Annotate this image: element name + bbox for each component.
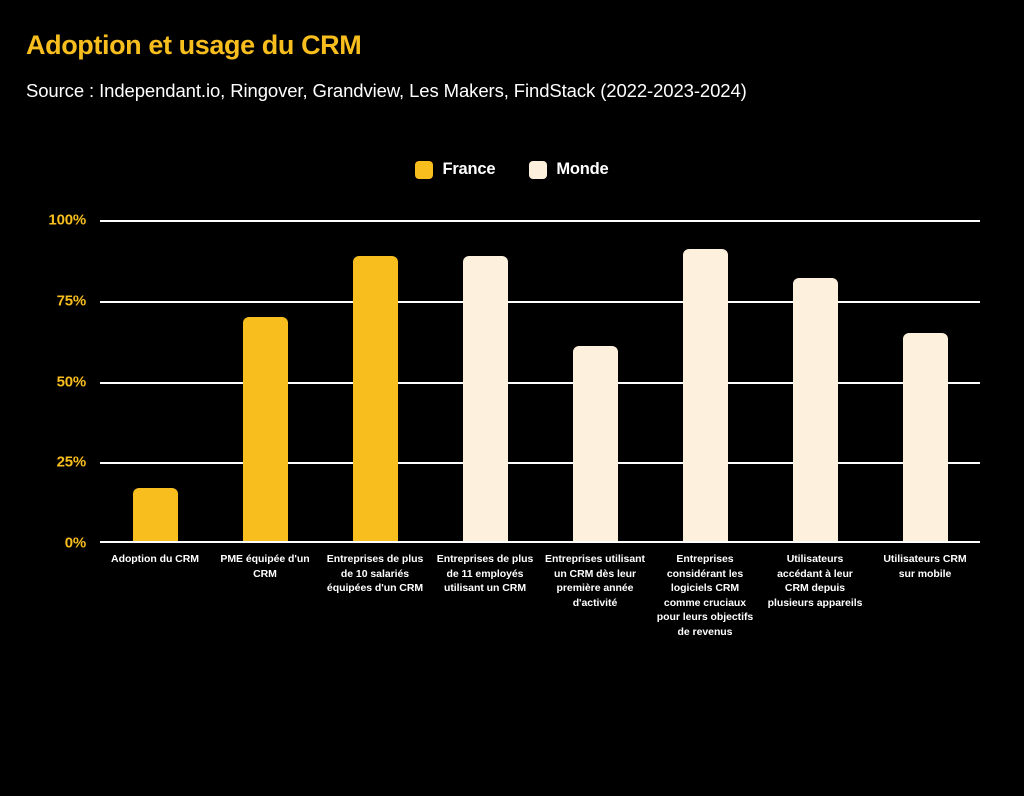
y-axis-labels: 0% 25% 50% 75% 100% xyxy=(0,212,87,552)
gridline xyxy=(100,381,980,384)
bar[interactable] xyxy=(792,278,838,543)
bar[interactable] xyxy=(682,249,728,543)
x-axis-category-label: Adoption du CRM xyxy=(111,553,199,565)
bar[interactable] xyxy=(242,316,288,543)
x-axis-category-label: PME équipée d'un CRM xyxy=(220,553,310,580)
gridline xyxy=(100,300,980,303)
legend-item-france[interactable]: France xyxy=(415,160,496,179)
x-axis-category-label: Entreprises considérant les logiciels CR… xyxy=(656,553,754,638)
x-axis-category-label: Utilisateurs CRM sur mobile xyxy=(883,553,967,580)
bar[interactable] xyxy=(572,345,618,543)
x-axis-line xyxy=(100,541,980,543)
x-axis-category-label: Entreprises utilisant un CRM dès leur pr… xyxy=(545,553,645,609)
bar[interactable] xyxy=(462,255,508,543)
legend-label: Monde xyxy=(556,160,609,178)
gridline xyxy=(100,220,980,222)
x-axis-category-label: Entreprises de plus de 11 employés utili… xyxy=(436,553,534,594)
y-axis-tick-label: 50% xyxy=(56,373,87,390)
chart-legend: France Monde xyxy=(0,160,1024,179)
bar[interactable] xyxy=(352,255,398,543)
legend-label: France xyxy=(442,160,496,178)
legend-swatch-icon xyxy=(415,160,434,179)
chart-title: Adoption et usage du CRM xyxy=(26,30,362,60)
gridline xyxy=(100,462,980,465)
y-axis-tick-label: 75% xyxy=(56,292,87,310)
x-axis-category-label: Utilisateurs accédant à leur CRM depuis … xyxy=(767,553,863,609)
bar[interactable] xyxy=(902,333,948,543)
legend-item-monde[interactable]: Monde xyxy=(529,160,609,179)
x-axis-category-label: Entreprises de plus de 10 salariés équip… xyxy=(326,553,424,594)
legend-swatch-icon xyxy=(529,160,548,179)
bar-group xyxy=(100,220,980,543)
bar[interactable] xyxy=(132,488,178,543)
chart-subtitle: Source : Independant.io, Ringover, Grand… xyxy=(26,80,747,101)
y-axis-tick-label: 100% xyxy=(48,211,86,229)
x-axis-labels: Adoption du CRM PME équipée d'un CRM Entre… xyxy=(100,552,980,742)
y-axis-tick-label: 0% xyxy=(64,534,86,552)
y-axis-tick-label: 25% xyxy=(56,453,87,471)
plot-area xyxy=(100,220,980,543)
